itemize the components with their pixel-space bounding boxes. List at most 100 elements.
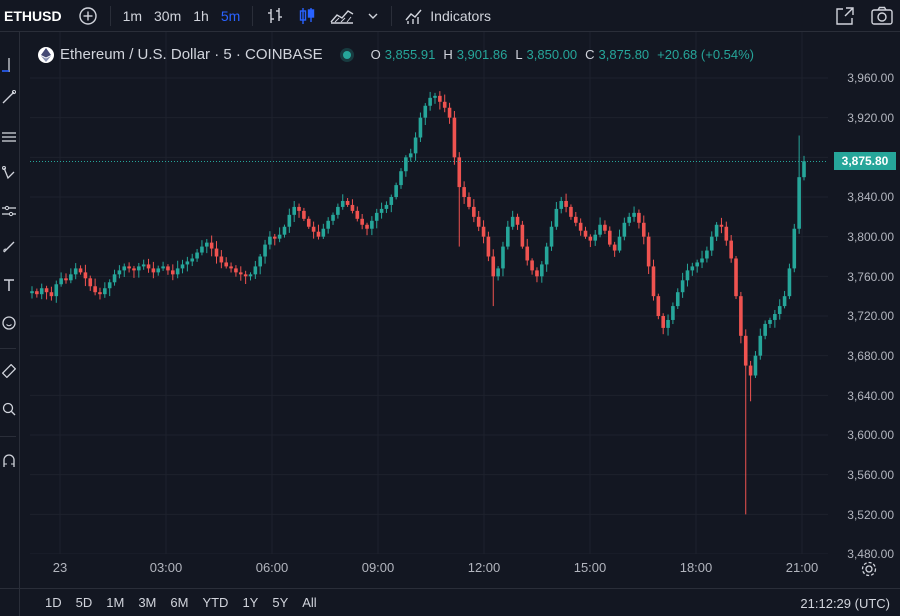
magnet-icon	[3, 454, 15, 467]
candle-body	[510, 216, 515, 227]
bottom-toolbar: 1D 5D 1M 3M 6M YTD 1Y 5Y All 21:12:29 (UTC)	[0, 588, 900, 616]
candle-body	[83, 272, 88, 279]
range-1m-button[interactable]: 1M	[106, 595, 125, 610]
text-tool[interactable]	[0, 276, 18, 294]
candle-body	[69, 274, 73, 281]
price-axis-label: 3,760.00	[847, 269, 894, 284]
interval-5m-button[interactable]: 5m	[220, 7, 241, 24]
candle-body	[719, 224, 724, 227]
candle-body	[593, 234, 598, 241]
candle-body	[253, 266, 258, 275]
candle-body	[73, 268, 78, 275]
high-key: H	[443, 47, 453, 62]
compare-symbol-button[interactable]	[72, 4, 104, 28]
price-chart[interactable]	[30, 32, 828, 554]
candles-style-button[interactable]	[291, 4, 323, 28]
candle-body	[685, 270, 690, 281]
candle-body	[190, 258, 195, 262]
candle-body	[763, 323, 767, 336]
range-3m-button[interactable]: 3M	[138, 595, 157, 610]
time-axis-label: 03:00	[149, 560, 183, 575]
candle-body	[306, 218, 311, 227]
candle-body	[209, 242, 214, 249]
market-status-icon[interactable]	[342, 50, 351, 59]
symbol-search[interactable]: ETHUSD	[4, 7, 62, 24]
time-axis-label: 15:00	[573, 560, 607, 575]
candle-body	[214, 248, 219, 257]
trend-line-tool[interactable]	[0, 88, 18, 106]
candle-body	[506, 226, 510, 247]
candle-body	[782, 296, 787, 307]
candle-body	[268, 236, 272, 245]
candle-body	[238, 272, 243, 275]
range-all-button[interactable]: All	[302, 595, 317, 610]
candle-body	[656, 296, 661, 316]
candle-body	[530, 260, 534, 271]
candle-body	[297, 206, 301, 211]
zoom-tool[interactable]	[0, 400, 18, 418]
candle-body	[30, 291, 34, 294]
range-1y-button[interactable]: 1Y	[242, 595, 259, 610]
candle-body	[132, 268, 136, 271]
range-6m-button[interactable]: 6M	[170, 595, 189, 610]
chart-settings-button[interactable]	[860, 560, 878, 578]
utc-clock[interactable]: 21:12:29 (UTC)	[800, 596, 890, 611]
candle-body	[612, 244, 617, 251]
range-5d-button[interactable]: 5D	[75, 595, 93, 610]
chart-type-dropdown[interactable]	[361, 4, 385, 28]
pattern-tool[interactable]	[0, 164, 18, 182]
candle-body	[219, 256, 224, 263]
bar-style-button[interactable]	[259, 4, 291, 28]
range-1d-button[interactable]: 1D	[45, 595, 62, 610]
candle-body	[98, 292, 102, 295]
area-style-button[interactable]	[323, 4, 361, 28]
candle-body	[78, 268, 83, 273]
gear-icon	[861, 561, 877, 577]
candle-body	[661, 316, 665, 328]
candle-body	[802, 161, 806, 178]
candle-body	[739, 296, 743, 336]
candles-icon	[300, 7, 315, 24]
ruler-tool[interactable]	[0, 362, 18, 380]
candle-body	[345, 200, 350, 205]
candle-body	[35, 291, 39, 295]
interval-30m-button[interactable]: 30m	[154, 7, 182, 24]
fib-tool[interactable]	[0, 128, 18, 146]
candle-body	[117, 270, 122, 275]
candle-body	[573, 216, 578, 223]
candle-body	[617, 236, 622, 251]
ohlc-values: O 3,855.91 H 3,901.86 L 3,850.00 C 3,875.80 …	[371, 47, 758, 62]
interval-1m-button[interactable]: 1m	[122, 7, 143, 24]
prediction-tool[interactable]	[0, 202, 18, 220]
emoji-tool[interactable]	[0, 314, 18, 332]
candle-body	[700, 258, 704, 263]
range-5y-button[interactable]: 5Y	[272, 595, 289, 610]
brush-tool[interactable]	[0, 238, 18, 256]
toolbar-divider	[0, 436, 16, 437]
candle-body	[321, 228, 326, 237]
candle-body	[467, 197, 471, 207]
candle-body	[336, 206, 340, 215]
indicators-button[interactable]: Indicators	[398, 4, 497, 28]
candle-body	[258, 256, 263, 267]
price-axis[interactable]: 3,960.003,920.003,880.003,840.003,800.00…	[828, 32, 900, 561]
magnet-tool[interactable]	[0, 452, 18, 470]
toolbar-divider	[252, 5, 254, 26]
price-axis-label: 3,480.00	[847, 547, 894, 562]
candle-body	[166, 266, 170, 271]
low-value: 3,850.00	[526, 47, 578, 62]
ethereum-logo	[38, 46, 54, 63]
candle-body	[603, 224, 607, 231]
range-ytd-button[interactable]: YTD	[202, 595, 229, 610]
candle-body	[607, 230, 612, 245]
candle-body	[578, 222, 583, 231]
fullscreen-button[interactable]	[828, 4, 862, 28]
time-axis[interactable]: 23 03:00 06:00 09:00 12:00 15:00 18:00 21:00	[30, 556, 830, 582]
interval-1h-button[interactable]: 1h	[193, 7, 209, 24]
candle-body	[243, 274, 248, 277]
candle-body	[515, 216, 520, 225]
snapshot-button[interactable]	[864, 4, 900, 28]
crosshair-tool[interactable]	[0, 56, 18, 74]
trend-line-icon	[2, 90, 16, 104]
smiley-icon	[2, 316, 16, 330]
